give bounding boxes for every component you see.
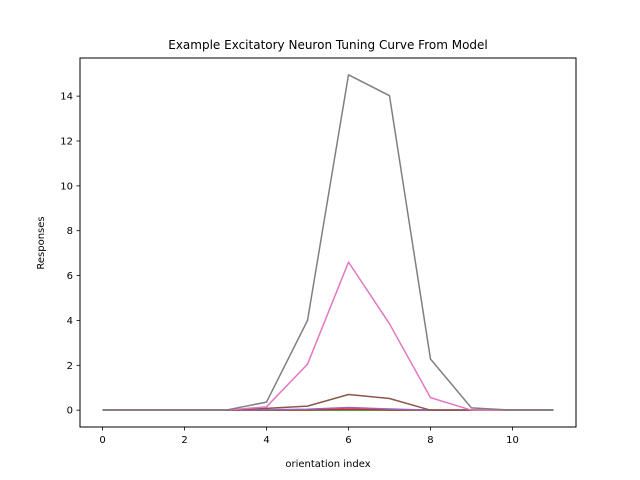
x-tick-label: 4 <box>263 435 269 446</box>
x-axis: 0 2 4 6 8 10 <box>99 427 519 446</box>
y-axis-label: Responses <box>36 216 47 269</box>
y-tick-label: 14 <box>60 92 73 103</box>
y-tick-label: 2 <box>67 361 73 372</box>
axes-frame <box>79 57 577 428</box>
y-tick-label: 12 <box>60 136 73 147</box>
chart-title: Example Excitatory Neuron Tuning Curve F… <box>168 38 488 52</box>
y-tick-label: 8 <box>67 226 73 237</box>
x-tick-label: 0 <box>99 435 105 446</box>
x-tick-label: 10 <box>506 435 519 446</box>
x-tick-label: 2 <box>181 435 187 446</box>
y-tick-label: 6 <box>67 271 73 282</box>
x-axis-label: orientation index <box>285 459 370 470</box>
y-tick-label: 0 <box>67 406 73 417</box>
x-tick-label: 8 <box>427 435 433 446</box>
y-axis: 0 2 4 6 8 10 12 14 <box>60 92 80 417</box>
x-tick-label: 6 <box>345 435 351 446</box>
series-line-8 <box>102 74 554 411</box>
y-tick-label: 4 <box>67 316 73 327</box>
plot-area <box>102 74 554 411</box>
y-tick-label: 10 <box>60 181 73 192</box>
